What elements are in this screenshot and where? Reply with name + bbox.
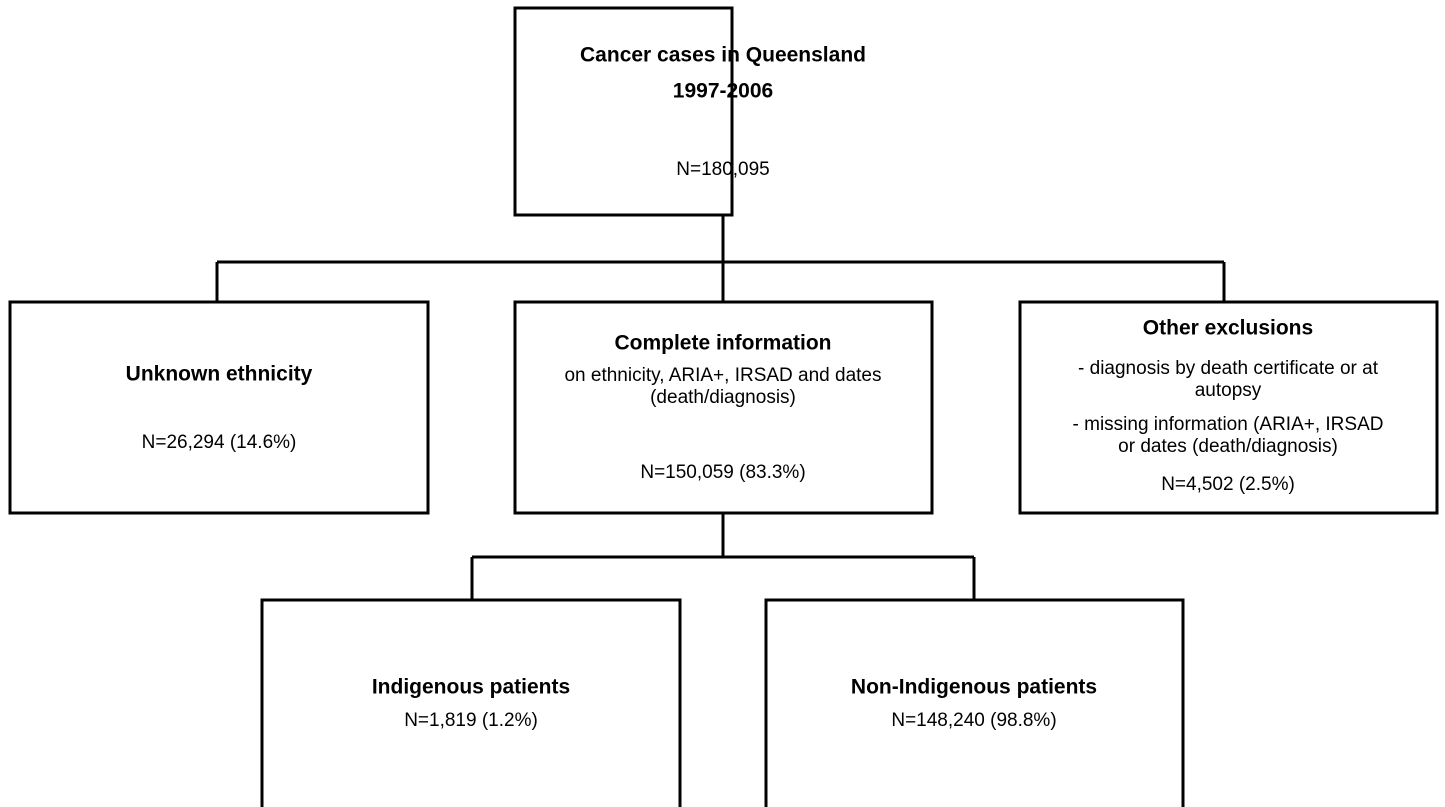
box bbox=[513, 300, 934, 515]
node-count: N=150,059 (83.3%) bbox=[640, 462, 805, 483]
box bbox=[8, 300, 430, 515]
node-detail: autopsy bbox=[1195, 380, 1262, 401]
node-count: N=26,294 (14.6%) bbox=[142, 432, 297, 453]
node-title: Indigenous patients bbox=[372, 676, 570, 699]
node-title: 1997-2006 bbox=[673, 80, 773, 103]
node-count: N=180,095 bbox=[676, 159, 770, 180]
connector bbox=[470, 513, 976, 600]
node-title: Unknown ethnicity bbox=[126, 363, 313, 386]
node-detail: or dates (death/diagnosis) bbox=[1118, 436, 1338, 457]
node-title: Complete information bbox=[614, 332, 831, 355]
connector bbox=[215, 215, 1226, 302]
node-count: N=148,240 (98.8%) bbox=[891, 710, 1056, 731]
node-title: Non-Indigenous patients bbox=[851, 676, 1097, 699]
node-detail: - diagnosis by death certificate or at bbox=[1078, 358, 1379, 379]
node-count: N=1,819 (1.2%) bbox=[404, 710, 538, 731]
box bbox=[764, 598, 1185, 807]
node-detail: on ethnicity, ARIA+, IRSAD and dates bbox=[564, 365, 881, 386]
box bbox=[260, 598, 682, 807]
node-title: Cancer cases in Queensland bbox=[580, 44, 866, 67]
box bbox=[513, 6, 734, 217]
node-title: Other exclusions bbox=[1143, 317, 1313, 340]
node-detail: - missing information (ARIA+, IRSAD bbox=[1073, 414, 1384, 435]
node-count: N=4,502 (2.5%) bbox=[1161, 474, 1295, 495]
node-detail: (death/diagnosis) bbox=[650, 387, 796, 408]
box bbox=[1018, 300, 1439, 515]
